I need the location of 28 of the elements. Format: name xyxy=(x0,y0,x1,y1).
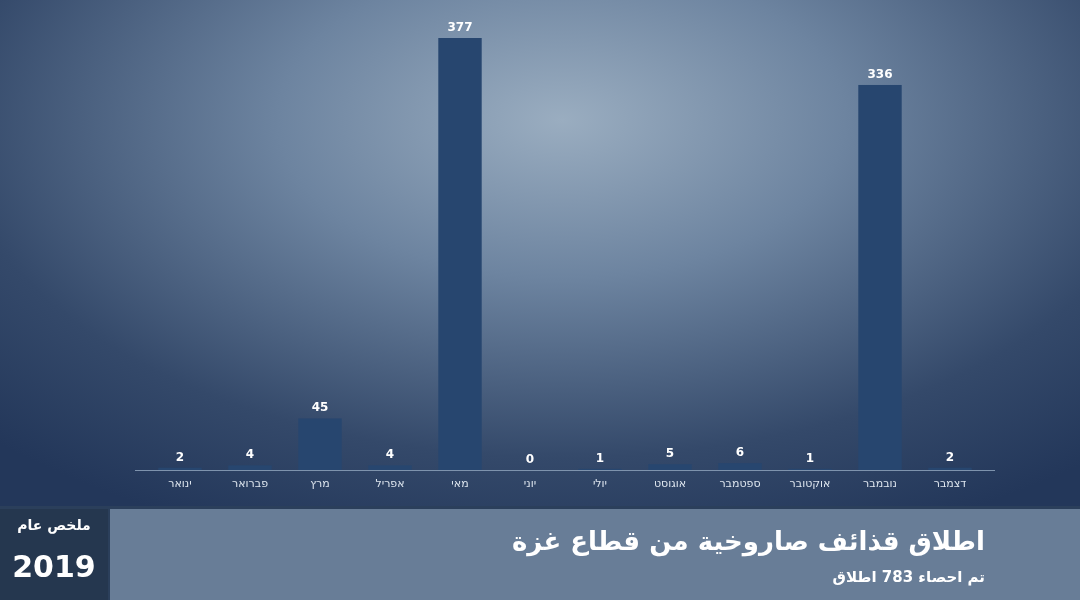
x-tick-label: יולי xyxy=(592,477,608,490)
data-label: 1 xyxy=(805,450,815,465)
text: ملخص عام xyxy=(17,517,91,534)
data-label: 377 xyxy=(447,20,473,34)
x-tick-label: יוני xyxy=(523,477,537,490)
text: تم احصاء 783 اطلاق xyxy=(832,568,985,586)
data-label: 2 xyxy=(175,449,185,464)
x-tick-label: דצמבר xyxy=(933,477,967,490)
x-tick-label: ינואר xyxy=(168,477,192,490)
x-tick-label: אוקטובר xyxy=(789,477,831,490)
x-tick-label: אפריל xyxy=(375,477,405,490)
x-tick-label: אוגוסט xyxy=(653,477,687,490)
text: اطلاق قذائف صاروخية من قطاع غزة xyxy=(511,526,985,557)
data-label: 4 xyxy=(245,447,255,462)
data-label: 2 xyxy=(945,449,955,464)
text: 2019 xyxy=(12,549,96,584)
data-label: 4 xyxy=(385,447,395,462)
x-tick-label: מרץ xyxy=(310,477,330,490)
x-tick-label: מאי xyxy=(451,477,469,490)
data-label: 1 xyxy=(595,450,605,465)
data-label: 0 xyxy=(525,452,535,466)
data-label: 6 xyxy=(735,445,745,460)
data-label: 5 xyxy=(665,446,675,461)
data-label: 45 xyxy=(311,400,329,415)
x-tick-label: ספטמבר xyxy=(719,477,761,490)
x-tick-label: נובמבר xyxy=(863,477,897,490)
x-tick-label: פברואר xyxy=(232,477,269,490)
data-label: 336 xyxy=(867,66,893,81)
